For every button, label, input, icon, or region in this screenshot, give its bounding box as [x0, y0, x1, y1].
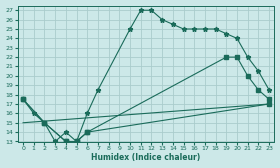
X-axis label: Humidex (Indice chaleur): Humidex (Indice chaleur)	[92, 153, 201, 162]
